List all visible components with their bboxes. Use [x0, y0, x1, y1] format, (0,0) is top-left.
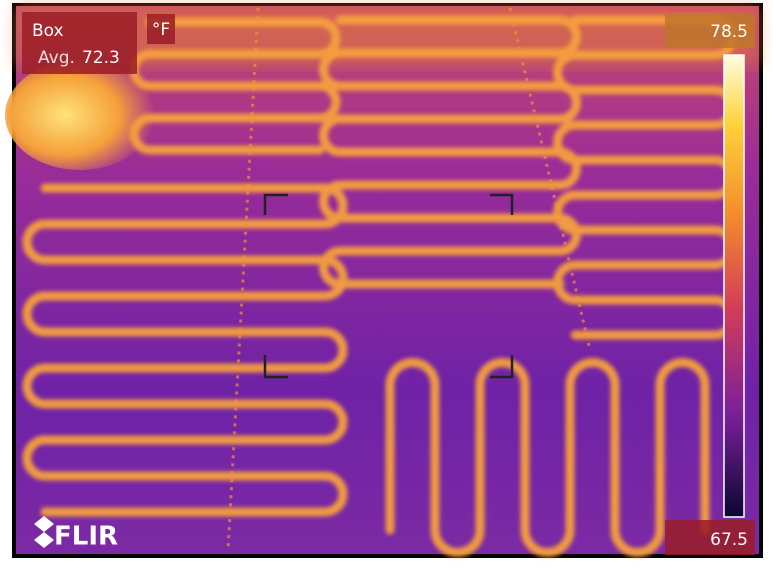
scale-min: 67.5	[710, 530, 748, 550]
avg-label: Avg.	[38, 48, 75, 68]
unit: °F	[152, 20, 170, 40]
brand: FLIR	[54, 522, 118, 552]
avg-value: 72.3	[82, 48, 120, 68]
scale-max: 78.5	[710, 22, 748, 42]
measure-label: Box	[32, 21, 64, 41]
color-scale	[724, 55, 744, 517]
thermal-view: Box Avg. 72.3 °F 78.5 67.5 FLIR	[0, 0, 773, 568]
